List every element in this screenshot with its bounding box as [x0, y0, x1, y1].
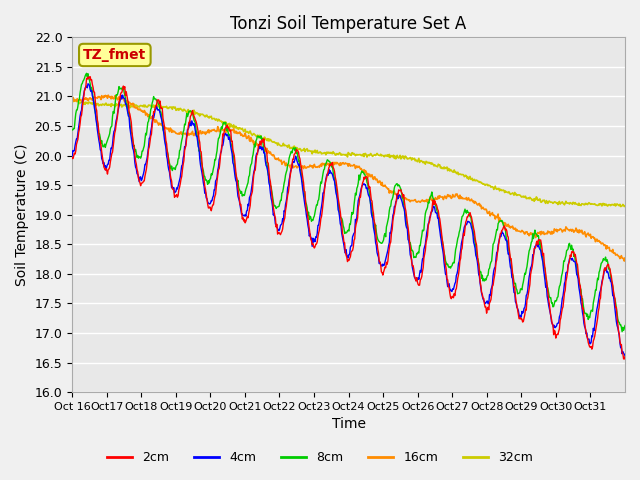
- Text: TZ_fmet: TZ_fmet: [83, 48, 147, 62]
- Legend: 2cm, 4cm, 8cm, 16cm, 32cm: 2cm, 4cm, 8cm, 16cm, 32cm: [102, 446, 538, 469]
- Y-axis label: Soil Temperature (C): Soil Temperature (C): [15, 144, 29, 286]
- Title: Tonzi Soil Temperature Set A: Tonzi Soil Temperature Set A: [230, 15, 467, 33]
- X-axis label: Time: Time: [332, 418, 365, 432]
